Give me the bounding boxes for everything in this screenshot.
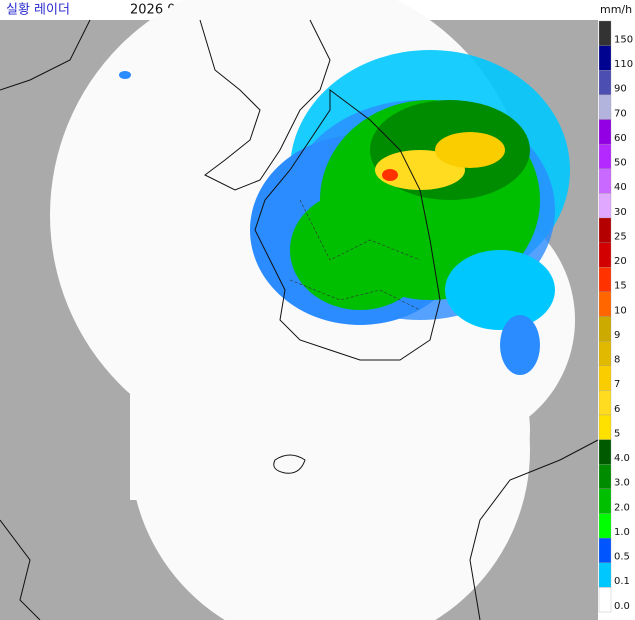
legend-swatch <box>598 488 612 514</box>
legend-label: 50 <box>614 158 627 169</box>
map-area <box>0 19 599 620</box>
legend-swatch <box>598 242 612 268</box>
legend-swatch <box>598 193 612 219</box>
legend-label: 0.1 <box>614 576 630 587</box>
legend-swatch <box>598 143 612 169</box>
legend-label: 3.0 <box>614 478 630 489</box>
legend-label: 150 <box>614 34 633 45</box>
legend-swatch <box>598 94 612 120</box>
legend-swatch <box>598 316 612 342</box>
legend-label: 4.0 <box>614 453 630 464</box>
legend-swatch <box>598 217 612 243</box>
legend-swatch <box>598 267 612 293</box>
legend-label: 2.0 <box>614 502 630 513</box>
legend-swatch <box>598 414 612 440</box>
legend-label: 6 <box>614 404 620 415</box>
legend-swatch <box>598 168 612 194</box>
legend-swatch <box>598 513 612 539</box>
legend-label: 7 <box>614 379 620 390</box>
legend-label: 40 <box>614 182 627 193</box>
legend-swatch <box>598 45 612 71</box>
coastlines <box>0 19 599 620</box>
legend-label: 30 <box>614 207 627 218</box>
legend-swatch <box>598 365 612 391</box>
legend-label: 20 <box>614 256 627 267</box>
legend-label: 110 <box>614 59 633 70</box>
legend-swatch <box>598 291 612 317</box>
legend-swatch <box>598 340 612 366</box>
legend-label: 0.5 <box>614 552 630 563</box>
legend-swatch <box>598 20 612 46</box>
legend-label: 70 <box>614 108 627 119</box>
legend-swatch <box>598 70 612 96</box>
legend-label: 8 <box>614 355 620 366</box>
legend-label: 15 <box>614 281 627 292</box>
legend-swatch <box>598 587 612 613</box>
legend-label: 9 <box>614 330 620 341</box>
legend-swatch <box>598 537 612 563</box>
legend-swatch <box>598 390 612 416</box>
legend-swatch <box>598 439 612 465</box>
legend-swatch <box>598 119 612 145</box>
legend-swatch <box>598 562 612 588</box>
unit: mm/h <box>600 3 632 16</box>
legend-swatch <box>598 464 612 490</box>
legend-label: 60 <box>614 133 627 144</box>
legend-label: 25 <box>614 231 627 242</box>
legend-label: 5 <box>614 428 620 439</box>
legend-label: 0.0 <box>614 601 630 612</box>
legend-label: 1.0 <box>614 527 630 538</box>
title: 실황 레이더 <box>6 3 70 18</box>
legend-label: 90 <box>614 84 627 95</box>
legend-label: 10 <box>614 305 627 316</box>
precipitation <box>119 50 570 375</box>
